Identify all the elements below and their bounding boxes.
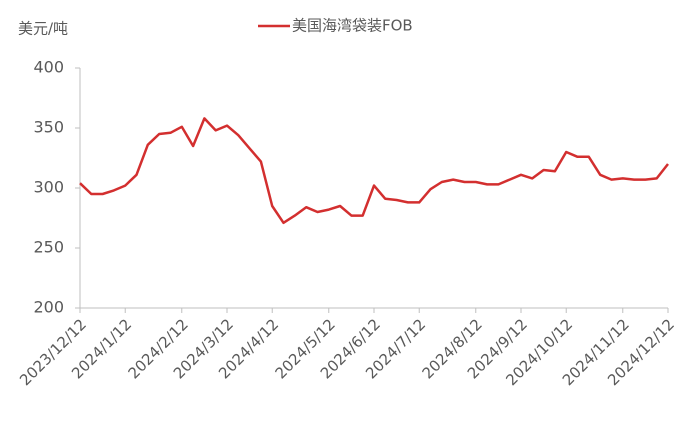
line (79, 117, 669, 225)
legend-label: 美国海湾袋装FOB (292, 17, 413, 35)
y-tick-label: 400 (33, 58, 64, 77)
y-tick-label: 250 (33, 238, 64, 257)
y-tick-label: 300 (33, 178, 64, 197)
y-axis-label: 美元/吨 (18, 20, 68, 38)
y-tick-label: 200 (33, 298, 64, 317)
y-tick-label: 350 (33, 118, 64, 137)
